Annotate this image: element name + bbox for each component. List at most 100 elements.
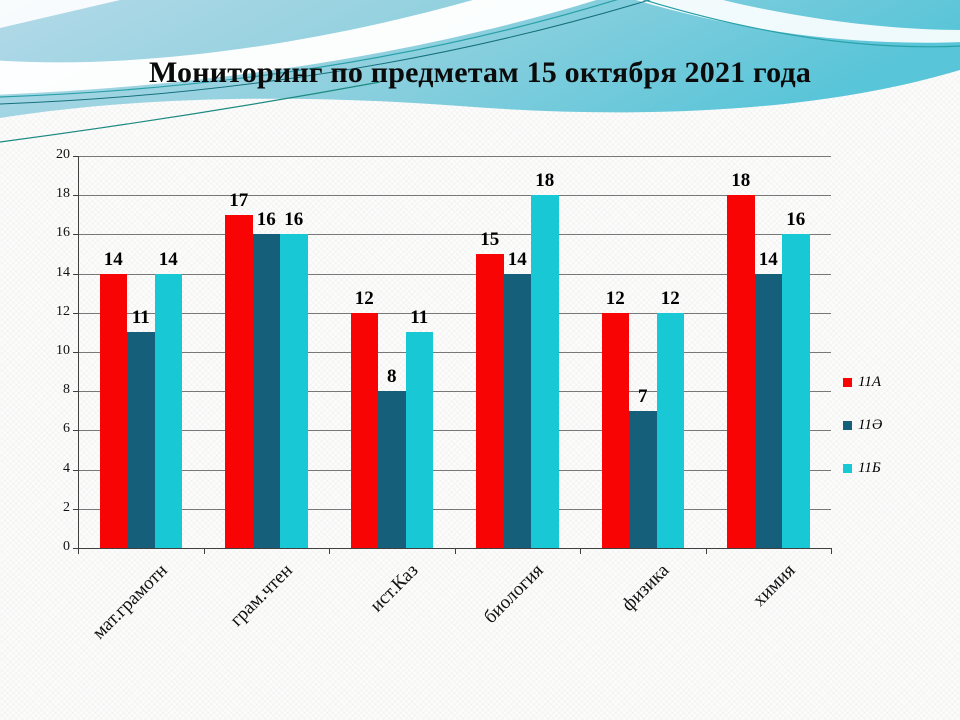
gridline [78,391,831,392]
y-axis-label: 0 [63,539,70,554]
gridline [78,313,831,314]
y-axis-label: 18 [56,186,70,201]
gridline [78,156,831,157]
y-axis-tick [73,509,78,510]
x-axis-tick [455,549,456,554]
wave-line-teal-1 [0,0,618,98]
x-category-label: химия [748,560,800,611]
legend-swatch-11А [843,378,852,387]
x-category-label: мат.грамотн [88,560,172,644]
wave-white-sliver-right [635,0,960,43]
bar-value-label: 11 [410,307,429,329]
x-axis-tick [204,549,205,554]
x-category-label: биология [480,560,549,628]
bar-value-label: 18 [535,170,555,192]
gridline [78,509,831,510]
bar-11А-грам.чтен [225,214,253,548]
y-axis-line [78,156,79,548]
y-axis-label: 6 [63,421,70,436]
wave-blue-band [0,0,960,118]
slide-title: Мониторинг по предметам 15 октября 2021 … [148,56,812,89]
bar-11А-ист.Каз [350,312,378,548]
bar-value-label: 14 [158,248,178,270]
bar-value-label: 12 [605,287,625,309]
bar-value-label: 8 [387,366,397,388]
bar-value-label: 7 [638,385,648,407]
y-axis-label: 4 [63,461,70,476]
wave-line-green [0,81,381,143]
legend-label: 11А [858,374,882,390]
y-axis-tick [73,391,78,392]
wave-line-teal-right [642,0,960,48]
bar-11Ә-ист.Каз [378,391,406,548]
bar-11Ә-мат.грамотн [127,332,155,548]
y-axis-tick [73,313,78,314]
x-axis-tick [580,549,581,554]
bar-value-label: 14 [507,248,527,270]
bar-11Б-ист.Каз [405,332,433,548]
y-axis-tick [73,352,78,353]
y-axis-label: 2 [63,500,70,515]
bar-value-label: 16 [256,209,276,231]
bar-11А-биология [476,254,504,548]
x-category-label: физика [618,560,674,616]
bar-value-label: 14 [758,248,778,270]
bar-11Б-грам.чтен [280,234,308,548]
wave-white-corner [0,0,120,28]
bar-11Ә-биология [503,273,531,548]
y-axis-label: 10 [56,343,70,358]
y-axis-label: 16 [56,225,70,240]
x-axis-tick [329,549,330,554]
y-axis-tick [73,195,78,196]
bar-value-label: 18 [731,170,751,192]
legend-item-11Ә: 11Ә [843,417,882,434]
x-category-label: грам.чтен [226,560,298,631]
legend-swatch-11Б [843,464,852,473]
legend-swatch-11Ә [843,421,852,430]
legend-item-11А: 11А [843,374,882,391]
wave-line-teal-2 [0,0,651,105]
wave-decoration [0,0,960,143]
y-axis-label: 14 [56,265,70,280]
gridline [78,470,831,471]
bar-11А-физика [601,312,629,548]
y-axis-tick [73,156,78,157]
bar-value-label: 11 [131,307,150,329]
wave-white-swoosh [0,0,597,95]
bar-11Б-химия [782,234,810,548]
bar-value-label: 12 [660,287,680,309]
gridline [78,195,831,196]
y-axis-tick [73,430,78,431]
bar-11Ә-грам.чтен [252,234,280,548]
gridline [78,234,831,235]
bar-11Б-биология [531,195,559,548]
x-axis-tick [706,549,707,554]
y-axis-label: 12 [56,304,70,319]
bar-11Б-мат.грамотн [154,273,182,548]
y-axis-label: 8 [63,382,70,397]
bar-value-label: 17 [229,189,249,211]
bar-11Б-физика [656,312,684,548]
bar-value-label: 16 [284,209,304,231]
gridline [78,274,831,275]
x-category-label: ист.Каз [366,560,423,617]
y-axis-tick [73,548,78,549]
legend-item-11Б: 11Б [843,460,882,477]
y-axis-tick [73,470,78,471]
legend-label: 11Ә [858,417,883,433]
bar-value-label: 16 [786,209,806,231]
gridline [78,352,831,353]
x-axis-tick [831,549,832,554]
gridline [78,430,831,431]
y-axis-label: 20 [56,147,70,162]
x-axis-tick [78,549,79,554]
chart-legend: 11А 11Ә 11Б [843,374,882,503]
y-axis-tick [73,234,78,235]
bar-11Ә-физика [629,410,657,548]
legend-label: 11Б [858,460,881,476]
bar-11А-мат.грамотн [99,273,127,548]
bar-value-label: 12 [354,287,374,309]
y-axis-tick [73,274,78,275]
bar-value-label: 14 [103,248,123,270]
